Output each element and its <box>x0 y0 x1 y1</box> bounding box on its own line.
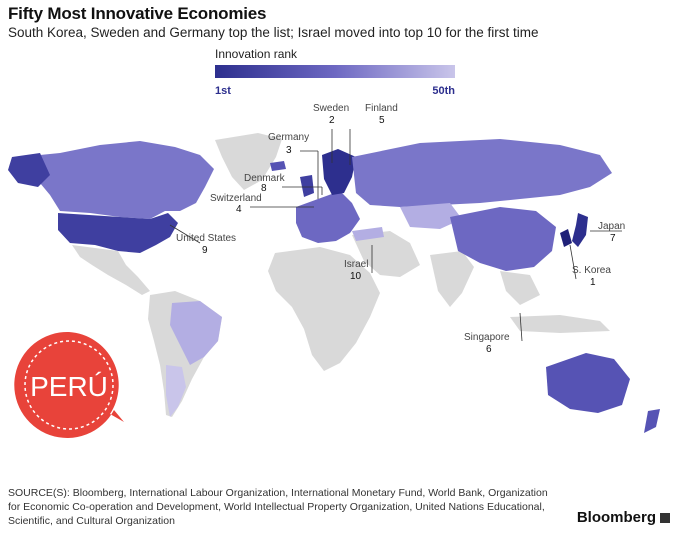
new-zealand <box>644 409 660 433</box>
legend: Innovation rank 1st 50th <box>215 47 455 97</box>
label-united-states: United States <box>176 233 236 244</box>
callout-lines <box>169 129 622 342</box>
label-israel: Israel <box>344 259 368 270</box>
canada <box>20 141 214 219</box>
greenland <box>215 133 282 190</box>
world-map: Sweden 2 Finland 5 Germany 3 Denmark 8 S… <box>8 103 660 433</box>
india <box>430 251 474 307</box>
label-japan: Japan <box>598 221 625 232</box>
stamp-text: PERÚ <box>30 371 108 402</box>
source-note: SOURCE(S): Bloomberg, International Labo… <box>8 487 548 527</box>
russia <box>352 139 612 207</box>
label-denmark: Denmark <box>244 173 286 184</box>
rank-singapore: 6 <box>486 344 492 355</box>
label-singapore: Singapore <box>464 332 510 343</box>
rank-s-korea: 1 <box>590 277 596 288</box>
rank-denmark: 8 <box>261 183 267 194</box>
label-sweden: Sweden <box>313 103 349 114</box>
legend-min-label: 1st <box>215 85 231 97</box>
argentina <box>166 365 186 417</box>
legend-title: Innovation rank <box>215 47 298 61</box>
alaska <box>8 153 50 187</box>
brand-name: Bloomberg <box>576 509 656 526</box>
label-s-korea: S. Korea <box>572 265 611 276</box>
rank-switzerland: 4 <box>236 204 242 215</box>
label-switzerland: Switzerland <box>210 193 262 204</box>
chart-icon <box>660 513 670 524</box>
brazil <box>170 301 222 365</box>
legend-max-label: 50th <box>432 85 455 97</box>
turkey <box>352 227 384 241</box>
united-states <box>58 213 178 253</box>
japan <box>572 213 588 247</box>
africa <box>268 247 380 371</box>
rank-united-states: 9 <box>202 245 208 256</box>
rank-sweden: 2 <box>329 115 335 126</box>
rank-japan: 7 <box>610 233 616 244</box>
united-kingdom <box>300 175 314 197</box>
iceland <box>270 161 286 171</box>
legend-color-scale <box>215 65 455 78</box>
chart-subtitle: South Korea, Sweden and Germany top the … <box>8 25 539 40</box>
brand-logo: Bloomberg <box>577 509 670 526</box>
indonesia <box>510 315 610 333</box>
chart-title: Fifty Most Innovative Economies <box>8 4 267 23</box>
label-finland: Finland <box>365 103 398 114</box>
europe <box>296 191 360 243</box>
south-korea <box>560 229 572 247</box>
mexico <box>72 245 150 295</box>
middle-east <box>352 231 420 277</box>
southeast-asia <box>500 271 540 305</box>
label-germany: Germany <box>268 132 309 143</box>
australia <box>546 353 630 413</box>
rank-finland: 5 <box>379 115 385 126</box>
scandinavia <box>322 149 356 195</box>
rank-germany: 3 <box>286 145 292 156</box>
china <box>450 207 556 271</box>
kazakhstan <box>400 203 462 229</box>
peru-stamp: PERÚ <box>14 331 124 438</box>
rank-israel: 10 <box>350 271 362 282</box>
